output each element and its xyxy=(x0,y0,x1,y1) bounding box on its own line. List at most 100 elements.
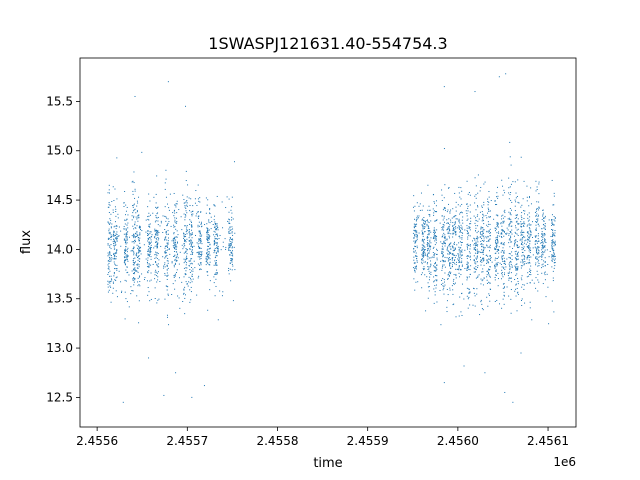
data-point xyxy=(116,296,118,298)
data-point xyxy=(517,253,519,255)
data-point xyxy=(514,199,516,201)
data-point xyxy=(174,262,176,264)
data-point xyxy=(442,254,444,256)
data-point xyxy=(231,231,233,233)
data-point xyxy=(447,274,449,276)
data-point xyxy=(197,217,199,219)
data-point xyxy=(461,260,463,262)
data-point xyxy=(110,275,112,277)
data-point xyxy=(467,231,469,233)
data-point xyxy=(514,257,516,259)
data-point xyxy=(114,235,115,237)
data-point xyxy=(544,245,546,247)
data-point xyxy=(138,255,140,257)
data-point xyxy=(526,231,528,233)
data-point xyxy=(192,270,194,272)
data-point xyxy=(505,73,507,75)
data-point xyxy=(496,192,498,194)
data-point xyxy=(541,239,543,241)
data-point xyxy=(164,264,166,266)
data-point xyxy=(414,245,416,247)
data-point xyxy=(456,218,458,220)
data-point xyxy=(190,291,192,293)
data-point xyxy=(110,280,112,282)
data-point xyxy=(481,246,483,248)
data-point xyxy=(145,219,147,221)
data-point xyxy=(480,186,482,188)
data-point xyxy=(180,216,182,218)
data-point xyxy=(423,245,425,247)
data-point xyxy=(501,236,503,238)
data-point xyxy=(426,250,428,252)
data-point xyxy=(515,258,517,260)
data-point xyxy=(461,235,463,237)
data-point xyxy=(552,280,554,282)
data-point xyxy=(171,262,173,264)
data-point xyxy=(125,250,127,252)
data-point xyxy=(460,251,462,253)
data-point xyxy=(454,231,456,233)
data-point xyxy=(441,267,443,269)
data-point xyxy=(516,254,518,256)
data-point xyxy=(550,235,552,237)
data-point xyxy=(542,215,544,217)
data-point xyxy=(466,269,468,271)
data-point xyxy=(467,243,469,245)
data-point xyxy=(511,258,513,260)
data-point xyxy=(192,242,194,244)
data-point xyxy=(426,245,428,247)
data-point xyxy=(454,215,456,217)
data-point xyxy=(496,245,498,247)
data-point xyxy=(509,223,511,225)
data-point xyxy=(155,240,157,242)
data-point xyxy=(215,238,217,240)
data-point xyxy=(530,231,532,233)
data-point xyxy=(183,243,185,245)
data-point xyxy=(513,240,515,242)
data-point xyxy=(156,254,158,256)
data-point xyxy=(414,224,416,226)
data-point xyxy=(544,279,546,281)
data-point xyxy=(136,244,138,246)
data-point xyxy=(463,365,465,367)
data-point xyxy=(481,271,483,273)
data-point xyxy=(462,232,464,234)
data-point xyxy=(507,218,509,220)
data-point xyxy=(460,247,462,249)
data-point xyxy=(528,270,530,272)
data-point xyxy=(206,253,208,255)
data-point xyxy=(536,241,538,243)
data-point xyxy=(116,226,118,228)
data-point xyxy=(200,241,202,243)
data-point xyxy=(144,277,146,279)
data-point xyxy=(487,204,489,206)
data-point xyxy=(165,252,167,254)
data-point xyxy=(428,246,430,248)
data-point xyxy=(177,253,179,255)
data-point xyxy=(210,216,212,218)
data-point xyxy=(508,224,510,226)
data-point xyxy=(439,289,441,291)
data-point xyxy=(487,207,489,209)
data-point xyxy=(509,266,511,268)
data-point xyxy=(216,269,218,271)
data-point xyxy=(422,256,424,258)
data-point xyxy=(116,237,118,239)
data-point xyxy=(435,239,437,241)
data-point xyxy=(542,235,544,237)
data-point xyxy=(415,229,417,231)
data-point xyxy=(454,223,456,225)
data-point xyxy=(421,240,423,242)
data-point xyxy=(468,191,470,193)
data-point xyxy=(207,258,209,260)
data-point xyxy=(482,284,484,286)
data-point xyxy=(215,262,217,264)
data-point xyxy=(536,248,538,250)
data-point xyxy=(552,254,554,256)
data-point xyxy=(541,241,543,243)
data-point xyxy=(185,250,187,252)
data-point xyxy=(496,239,498,241)
data-point xyxy=(228,211,230,213)
data-point xyxy=(124,260,126,262)
data-point xyxy=(489,223,491,225)
